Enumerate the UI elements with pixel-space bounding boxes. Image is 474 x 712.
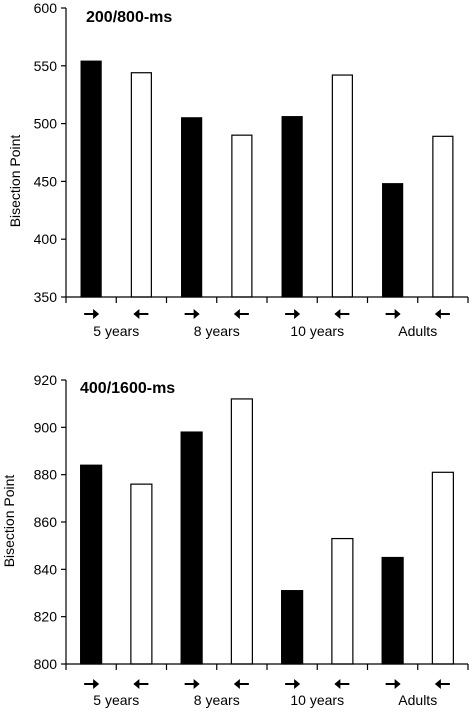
left-arrow-icon bbox=[233, 679, 249, 689]
arrow-head bbox=[434, 679, 441, 689]
bar bbox=[130, 483, 153, 665]
left-arrow-icon bbox=[133, 679, 149, 689]
bar bbox=[331, 74, 353, 298]
group-label: 5 years bbox=[93, 692, 139, 708]
arrow-head bbox=[93, 309, 100, 319]
bar bbox=[180, 431, 203, 665]
y-tick-label: 820 bbox=[34, 609, 58, 625]
group-label: 5 years bbox=[93, 323, 139, 339]
bar bbox=[281, 116, 303, 298]
y-tick-label: 840 bbox=[34, 561, 58, 577]
group-label: Adults bbox=[398, 692, 437, 708]
right-arrow-icon bbox=[84, 679, 100, 689]
arrow-head bbox=[294, 679, 301, 689]
right-arrow-icon bbox=[285, 309, 301, 319]
y-tick-label: 880 bbox=[34, 467, 58, 483]
chart-1-title: 200/800-ms bbox=[86, 9, 172, 26]
bar bbox=[431, 471, 454, 665]
arrow-head bbox=[394, 679, 401, 689]
bar bbox=[181, 117, 203, 298]
right-arrow-icon bbox=[84, 309, 100, 319]
chart-2-title: 400/1600-ms bbox=[80, 380, 175, 397]
arrow-head bbox=[394, 309, 401, 319]
left-arrow-icon bbox=[233, 309, 249, 319]
bar bbox=[331, 537, 354, 665]
bar bbox=[80, 60, 102, 298]
group-label: 10 years bbox=[290, 692, 344, 708]
right-arrow-icon bbox=[385, 679, 401, 689]
arrow-head bbox=[294, 309, 301, 319]
chart-2-y-ticks: 800 820 840 860 880 900 920 bbox=[34, 372, 67, 672]
arrow-head bbox=[193, 309, 200, 319]
y-tick-label: 550 bbox=[34, 58, 58, 74]
group-label: 8 years bbox=[194, 692, 240, 708]
chart-2-x-axis: 5 years 8 years 10 years Adults bbox=[65, 663, 469, 708]
y-tick-label: 350 bbox=[34, 289, 58, 305]
arrow-head bbox=[334, 679, 341, 689]
chart-2-bars bbox=[80, 398, 454, 665]
bar bbox=[230, 398, 253, 665]
y-tick-label: 450 bbox=[34, 173, 58, 189]
bar bbox=[382, 183, 404, 298]
bar bbox=[432, 135, 454, 298]
right-arrow-icon bbox=[184, 679, 200, 689]
y-tick-label: 800 bbox=[34, 656, 58, 672]
bar bbox=[231, 134, 253, 298]
left-arrow-icon bbox=[334, 309, 350, 319]
y-tick-label: 900 bbox=[34, 419, 58, 435]
bar bbox=[80, 464, 103, 665]
arrow-head bbox=[133, 309, 140, 319]
group-label: 8 years bbox=[194, 323, 240, 339]
y-tick-label: 400 bbox=[34, 231, 58, 247]
chart-2: 400/1600-ms Bisection Point 800 820 840 860… bbox=[1, 372, 469, 708]
left-arrow-icon bbox=[133, 309, 149, 319]
right-arrow-icon bbox=[385, 309, 401, 319]
left-arrow-icon bbox=[434, 679, 450, 689]
bar bbox=[281, 590, 304, 665]
chart-2-y-axis-label: Bisection Point bbox=[1, 475, 17, 568]
arrow-head bbox=[133, 679, 140, 689]
arrow-head bbox=[233, 679, 240, 689]
left-arrow-icon bbox=[334, 679, 350, 689]
chart-1-bars bbox=[80, 60, 454, 298]
left-arrow-icon bbox=[434, 309, 450, 319]
bar bbox=[130, 72, 152, 298]
y-tick-label: 500 bbox=[34, 116, 58, 132]
chart-1-x-axis: 5 years 8 years 10 years Adults bbox=[65, 296, 469, 339]
right-arrow-icon bbox=[285, 679, 301, 689]
arrow-head bbox=[193, 679, 200, 689]
group-label: Adults bbox=[398, 323, 437, 339]
arrow-head bbox=[233, 309, 240, 319]
arrow-head bbox=[93, 679, 100, 689]
group-label: 10 years bbox=[290, 323, 344, 339]
y-tick-label: 860 bbox=[34, 514, 58, 530]
arrow-head bbox=[334, 309, 341, 319]
chart-1-y-axis-label: Bisection Point bbox=[7, 135, 23, 228]
chart-1-y-ticks: 350 400 450 500 550 600 bbox=[34, 0, 67, 305]
arrow-head bbox=[434, 309, 441, 319]
y-tick-label: 920 bbox=[34, 372, 58, 388]
bar bbox=[381, 556, 404, 665]
right-arrow-icon bbox=[184, 309, 200, 319]
y-tick-label: 600 bbox=[34, 0, 58, 16]
chart-1: 200/800-ms Bisection Point 350 400 450 500 5… bbox=[7, 0, 469, 339]
